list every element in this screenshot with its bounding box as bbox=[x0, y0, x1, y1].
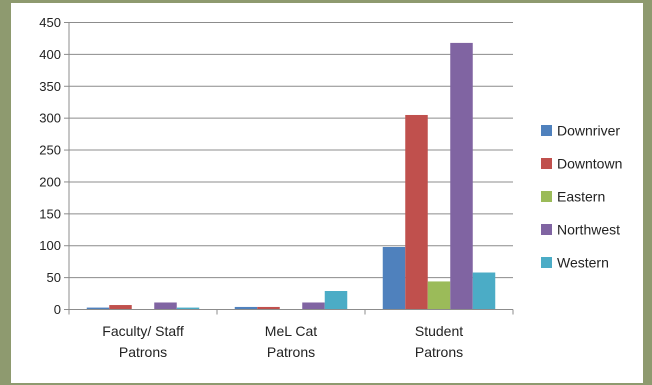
legend: Downriver Downtown Eastern Northwest Western bbox=[541, 123, 622, 271]
bar-northwest-2 bbox=[450, 42, 473, 310]
legend-label-eastern: Eastern bbox=[557, 189, 605, 205]
bar-downtown-1 bbox=[257, 306, 280, 310]
bar-northwest-1 bbox=[302, 302, 325, 310]
y-tick-label: 400 bbox=[39, 47, 61, 62]
y-tick-label: 350 bbox=[39, 79, 61, 94]
category-label: Patrons bbox=[415, 344, 463, 360]
bars bbox=[86, 42, 496, 310]
y-tick-label: 100 bbox=[39, 238, 61, 253]
category-label: Patrons bbox=[267, 344, 315, 360]
chart-panel: 0 50 100 150 200 250 300 350 400 450 Faculty/ Sta… bbox=[11, 3, 643, 383]
category-label: Patrons bbox=[119, 344, 167, 360]
legend-swatch-northwest bbox=[541, 224, 552, 235]
bar-downtown-0 bbox=[109, 305, 132, 310]
axes bbox=[64, 22, 514, 315]
y-tick-label: 150 bbox=[39, 206, 61, 221]
bar-western-1 bbox=[324, 291, 348, 310]
bar-chart: 0 50 100 150 200 250 300 350 400 450 Faculty/ Sta… bbox=[39, 15, 622, 360]
bar-downriver-2 bbox=[382, 246, 406, 310]
category-label: MeL Cat bbox=[265, 323, 318, 339]
y-tick-label: 0 bbox=[54, 302, 61, 317]
legend-swatch-eastern bbox=[541, 191, 552, 202]
legend-label-western: Western bbox=[557, 255, 609, 271]
bar-downriver-0 bbox=[86, 307, 110, 310]
bar-downtown-2 bbox=[405, 114, 428, 310]
gridlines bbox=[69, 22, 513, 279]
y-tick-label: 450 bbox=[39, 15, 61, 30]
legend-swatch-downriver bbox=[541, 125, 552, 136]
y-tick-label: 300 bbox=[39, 111, 61, 126]
bar-western-2 bbox=[472, 272, 496, 310]
legend-label-downriver: Downriver bbox=[557, 123, 620, 139]
legend-label-northwest: Northwest bbox=[557, 222, 620, 238]
legend-swatch-western bbox=[541, 257, 552, 268]
category-label: Student bbox=[415, 323, 463, 339]
y-axis-ticks: 0 50 100 150 200 250 300 350 400 450 bbox=[39, 15, 69, 317]
y-tick-label: 200 bbox=[39, 174, 61, 189]
bar-downriver-1 bbox=[234, 306, 258, 310]
bar-eastern-2 bbox=[427, 281, 451, 310]
category-label: Faculty/ Staff bbox=[102, 323, 184, 339]
legend-swatch-downtown bbox=[541, 158, 552, 169]
bar-northwest-0 bbox=[154, 302, 177, 310]
bar-western-0 bbox=[176, 307, 200, 310]
y-tick-label: 50 bbox=[47, 270, 61, 285]
x-axis-categories: Faculty/ Staff Patrons MeL Cat Patrons Stude… bbox=[102, 323, 463, 360]
y-tick-label: 250 bbox=[39, 143, 61, 158]
legend-label-downtown: Downtown bbox=[557, 156, 622, 172]
